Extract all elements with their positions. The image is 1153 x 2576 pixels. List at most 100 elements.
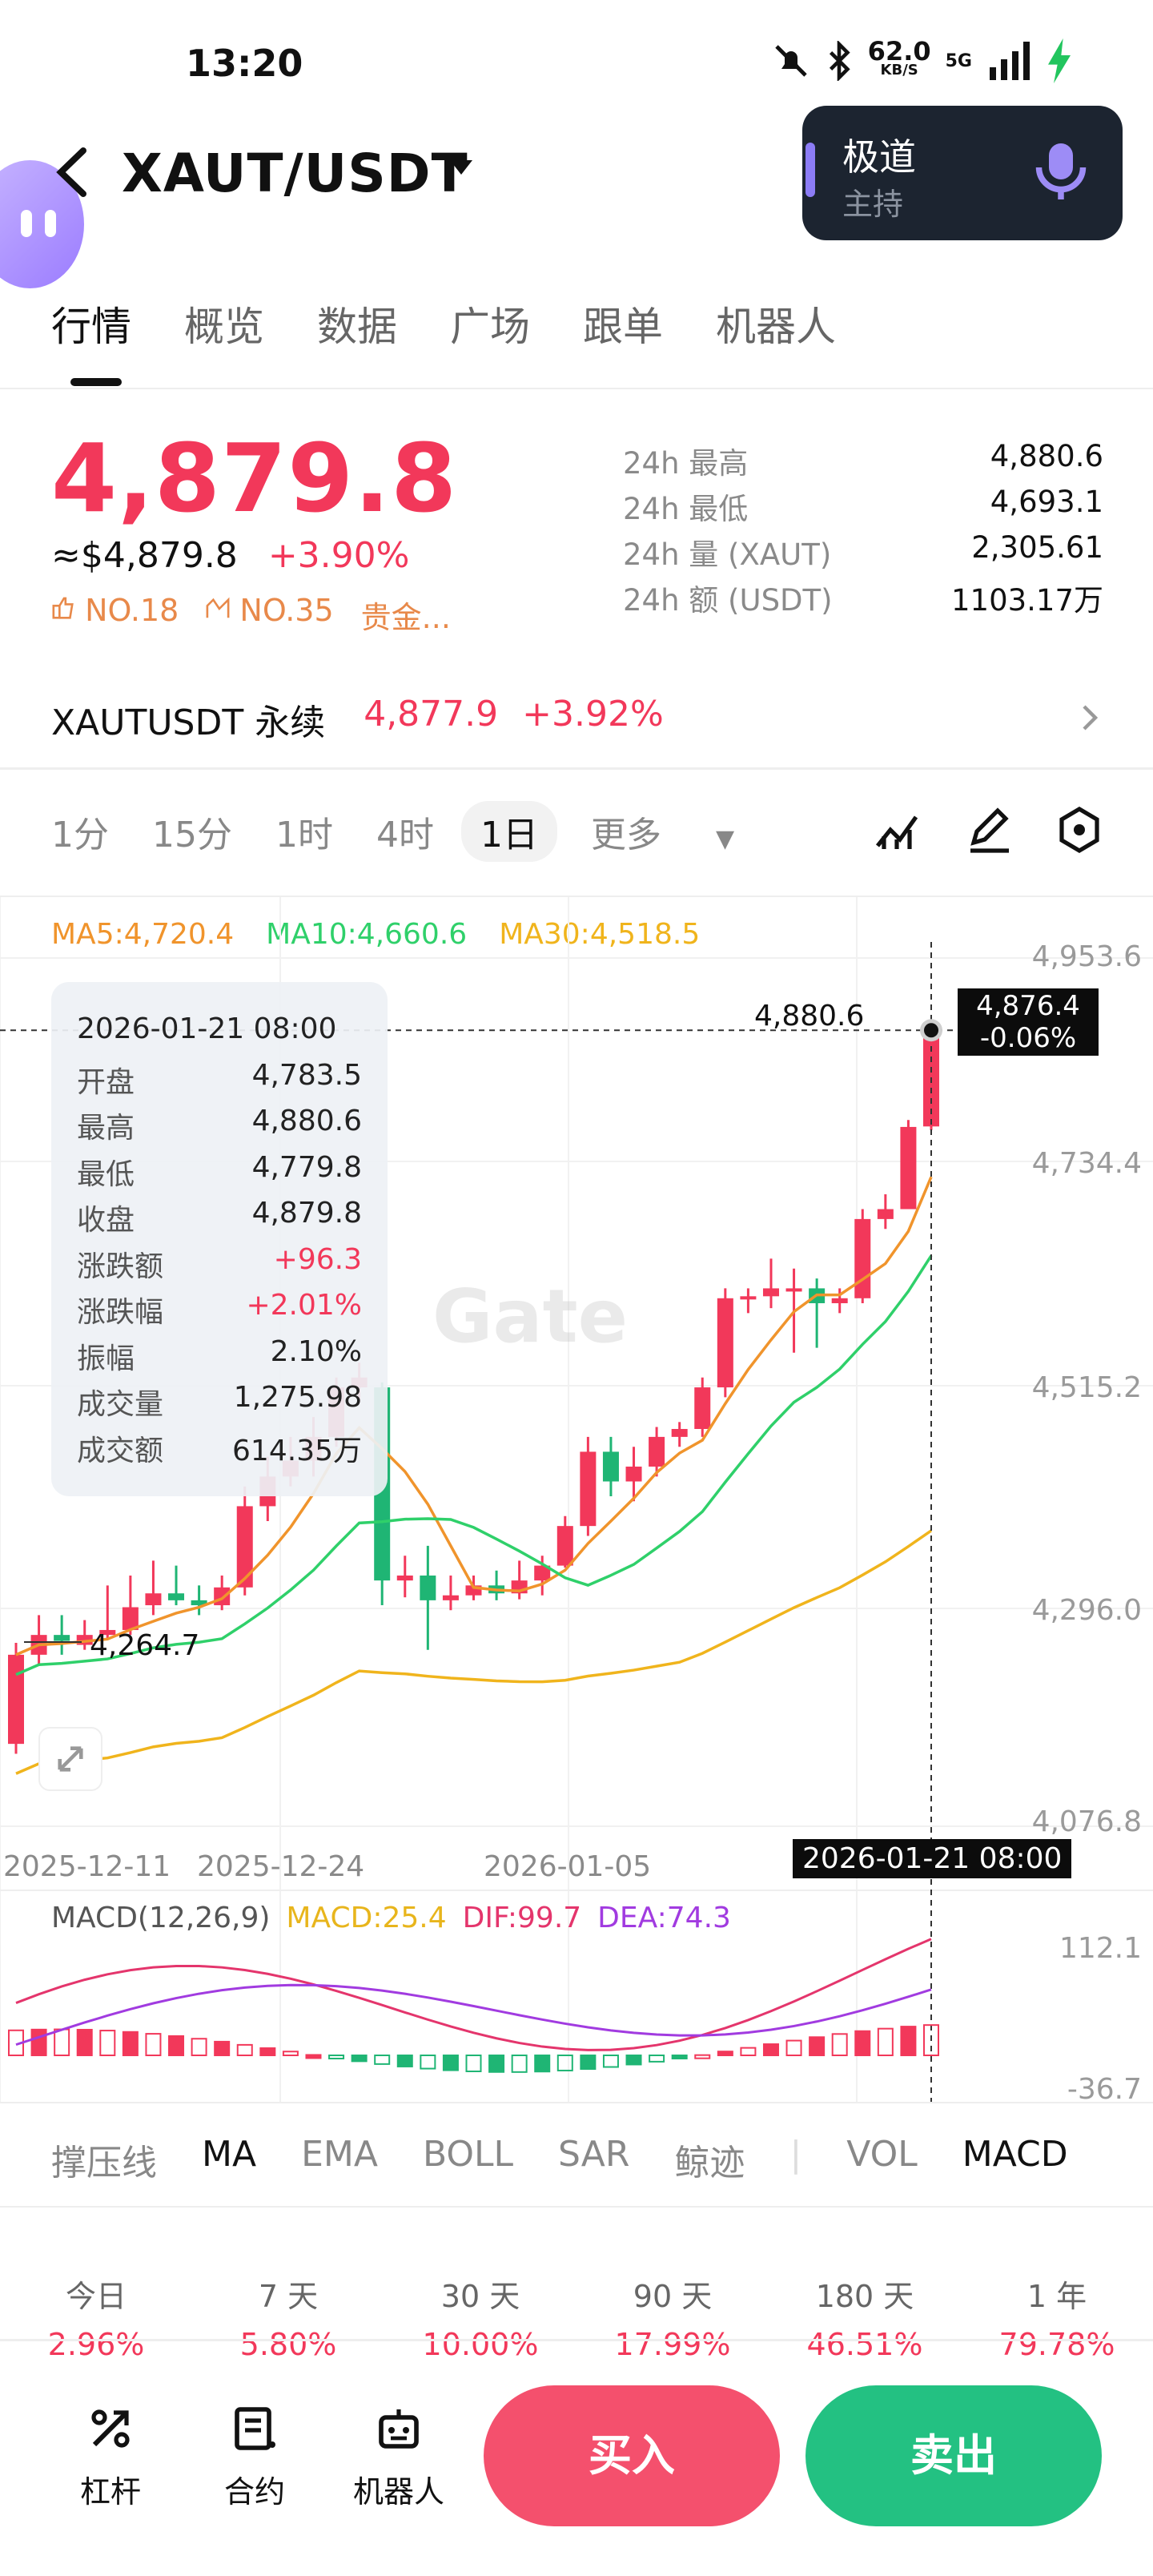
dif-line: [15, 1938, 932, 2051]
candle-body: [145, 1593, 162, 1606]
stat-label: 24h 最高: [623, 446, 749, 481]
tab-data[interactable]: 数据: [317, 304, 397, 350]
macd-histogram-bar: [442, 2055, 459, 2071]
macd-histogram-bar: [351, 2055, 368, 2063]
rank-badge[interactable]: NO.18: [51, 593, 179, 637]
main-tabs: 行情 概览 数据 广场 跟单 机器人: [51, 295, 836, 352]
macd-histogram-bar: [717, 2051, 733, 2057]
crosshair-dot: [924, 1023, 938, 1038]
indicator-whale[interactable]: 鲸迹: [674, 2143, 745, 2184]
indicator-vol[interactable]: VOL: [846, 2134, 918, 2175]
perp-change: +3.92%: [522, 694, 664, 735]
pair-dropdown-icon[interactable]: [450, 160, 472, 175]
stat-value: 4,880.6: [990, 439, 1103, 473]
last-price: 4,879.8: [51, 423, 458, 533]
back-arrow-icon[interactable]: [51, 144, 91, 200]
tooltip-label: 涨跌额: [77, 1250, 164, 1283]
tooltip-label: 开盘: [77, 1065, 135, 1099]
macd-histogram-bar: [694, 2054, 711, 2059]
category-tag[interactable]: 贵金...: [360, 600, 451, 635]
tab-square[interactable]: 广场: [450, 304, 530, 350]
tooltip-row: 振幅 2.10%: [77, 1335, 362, 1382]
macd-histogram-bar: [236, 2043, 253, 2057]
buy-button[interactable]: 买入: [484, 2385, 780, 2526]
macd-histogram-bar: [649, 2055, 665, 2063]
tooltip-value: 4,880.6: [251, 1105, 362, 1137]
macd-histogram-bar: [854, 2030, 871, 2056]
stat-row: 24h 额 (USDT) 1103.17万: [623, 576, 1103, 622]
tooltip-label: 成交量: [77, 1388, 164, 1421]
tooltip-label: 振幅: [77, 1342, 135, 1375]
settings-hex-icon[interactable]: [1054, 804, 1105, 855]
period-label: 180 天: [815, 2279, 914, 2314]
interval-bar: 1分 15分 1时 4时 1日 更多 ▼: [51, 801, 821, 862]
period-return[interactable]: 90 天 17.99%: [576, 2272, 769, 2362]
indicator-macd[interactable]: MACD: [962, 2134, 1068, 2175]
stat-label: 24h 量 (XAUT): [623, 537, 832, 572]
interval-15m[interactable]: 15分: [152, 815, 232, 855]
macd-histogram-bar: [556, 2055, 573, 2071]
interval-1m[interactable]: 1分: [51, 815, 109, 855]
macd-histogram-bar: [76, 2028, 93, 2056]
rank-row: NO.18 NO.35 贵金...: [51, 593, 451, 637]
tooltip-row: 最低 4,779.8: [77, 1151, 362, 1197]
robot-icon: [379, 2409, 419, 2449]
tab-overview[interactable]: 概览: [184, 304, 264, 350]
fullscreen-button[interactable]: [38, 1727, 102, 1791]
indicator-support[interactable]: 撑压线: [51, 2143, 157, 2184]
sell-button[interactable]: 卖出: [805, 2385, 1102, 2526]
candle-body: [442, 1595, 459, 1600]
leverage-button[interactable]: 杠杆: [54, 2403, 167, 2511]
macd-histogram-bar: [671, 2055, 688, 2059]
tooltip-value: 1,275.98: [233, 1381, 362, 1414]
tooltip-row: 开盘 4,783.5: [77, 1059, 362, 1105]
microphone-icon[interactable]: [1033, 141, 1089, 202]
macd-histogram-bar: [396, 2055, 413, 2067]
macd-histogram-bar: [168, 2035, 185, 2056]
tooltip-value: 4,783.5: [251, 1058, 362, 1092]
period-return[interactable]: 30 天 10.00%: [384, 2272, 576, 2362]
rank-badge[interactable]: NO.35: [206, 593, 334, 637]
bluetooth-icon: [829, 41, 850, 81]
period-return[interactable]: 1 年 79.78%: [961, 2272, 1153, 2362]
pair-title[interactable]: XAUT/USDT: [122, 143, 468, 204]
indicator-ma[interactable]: MA: [202, 2134, 257, 2175]
gate-watermark: Gate: [432, 1274, 628, 1359]
interval-4h[interactable]: 4时: [376, 815, 434, 855]
tab-market[interactable]: 行情: [51, 304, 131, 350]
macd-histogram-bar: [214, 2040, 231, 2057]
interval-more[interactable]: 更多 ▼: [591, 806, 777, 857]
price-sub: ≈$4,879.8 +3.90%: [51, 535, 409, 576]
interval-1h[interactable]: 1时: [275, 815, 333, 855]
indicator-ema[interactable]: EMA: [301, 2134, 378, 2175]
macd-histogram-bar: [99, 2030, 116, 2057]
candle-body: [740, 1296, 757, 1300]
draw-pencil-icon[interactable]: [964, 804, 1015, 855]
candle-body: [854, 1218, 871, 1298]
period-return[interactable]: 今日 2.96%: [0, 2272, 192, 2362]
signal-icon: [990, 42, 1030, 80]
macd-histogram-bar: [809, 2036, 826, 2056]
interval-1d[interactable]: 1日: [461, 801, 557, 862]
bot-button[interactable]: 机器人: [343, 2403, 455, 2511]
perp-price: 4,877.9: [364, 694, 499, 735]
tooltip-value: +2.01%: [246, 1289, 362, 1322]
period-return[interactable]: 7 天 5.80%: [192, 2272, 384, 2362]
perpetual-row[interactable]: XAUTUSDT 永续 4,877.9 +3.92%: [51, 694, 664, 745]
trend-icon: [206, 597, 230, 618]
contract-button[interactable]: 合约: [199, 2403, 311, 2511]
indicator-sar[interactable]: SAR: [558, 2134, 630, 2175]
macd-histogram-bar: [580, 2055, 597, 2071]
rank-1: NO.18: [85, 593, 179, 628]
tab-copy-trade[interactable]: 跟单: [583, 304, 663, 350]
candle-body: [191, 1600, 207, 1606]
macd-histogram-bar: [30, 2028, 47, 2056]
period-return[interactable]: 180 天 46.51%: [769, 2272, 961, 2362]
indicator-icon[interactable]: [871, 804, 922, 855]
tooltip-value: 4,779.8: [251, 1150, 362, 1184]
tab-bot[interactable]: 机器人: [716, 304, 836, 350]
chevron-right-icon[interactable]: [1078, 702, 1102, 734]
macd-histogram-bar: [191, 2038, 207, 2056]
indicator-boll[interactable]: BOLL: [422, 2134, 514, 2175]
macd-histogram-bar: [488, 2055, 505, 2073]
